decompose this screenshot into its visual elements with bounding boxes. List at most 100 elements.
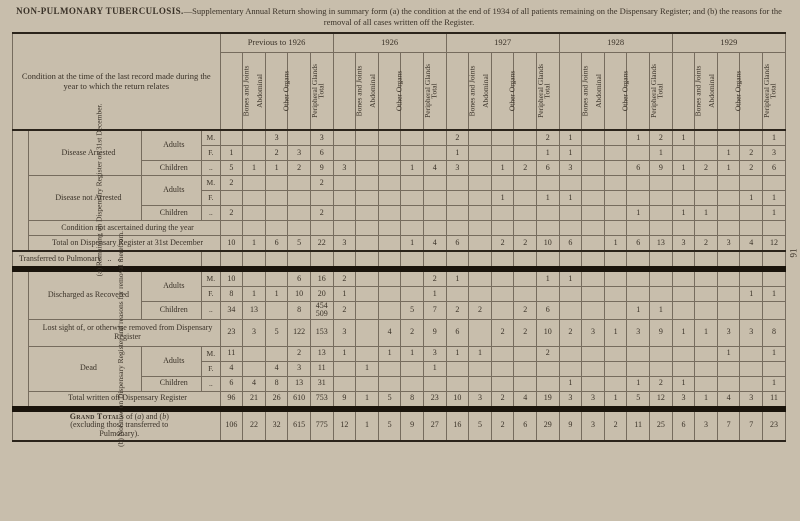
- table-cell: 2: [491, 235, 514, 251]
- table-cell: 3: [627, 319, 650, 346]
- table-cell: [650, 220, 673, 235]
- table-cell: [378, 286, 401, 301]
- table-cell: [650, 205, 673, 220]
- table-cell: [243, 175, 266, 190]
- table-cell: [220, 220, 243, 235]
- table-cell: [378, 145, 401, 160]
- table-cell: [469, 175, 492, 190]
- row-sub: Adults: [142, 175, 202, 205]
- table-cell: [717, 301, 740, 319]
- table-cell: [559, 220, 582, 235]
- table-cell: [695, 286, 718, 301]
- table-cell: [469, 205, 492, 220]
- table-cell: 1: [536, 190, 559, 205]
- table-cell: [717, 361, 740, 376]
- table-cell: [582, 235, 605, 251]
- table-cell: [469, 319, 492, 346]
- subcol-header: Peripheral Glands: [401, 52, 424, 130]
- table-cell: [401, 190, 424, 205]
- table-cell: 11: [310, 361, 333, 376]
- row-sub: Children: [142, 160, 202, 175]
- table-cell: [582, 301, 605, 319]
- table-cell: [695, 361, 718, 376]
- table-cell: [288, 220, 311, 235]
- table-cell: 1: [401, 160, 424, 175]
- table-cell: [243, 346, 266, 361]
- table-cell: 34: [220, 301, 243, 319]
- table-cell: [695, 190, 718, 205]
- table-cell: 2: [650, 130, 673, 146]
- table-cell: [491, 361, 514, 376]
- table-cell: [717, 175, 740, 190]
- table-cell: 96: [220, 391, 243, 407]
- table-cell: 21: [243, 391, 266, 407]
- table-cell: 9: [333, 391, 356, 407]
- table-cell: [740, 376, 763, 391]
- table-cell: [469, 130, 492, 146]
- table-cell: [333, 175, 356, 190]
- year-header: 1928: [559, 33, 672, 53]
- table-cell: 8: [401, 391, 424, 407]
- table-cell: [582, 190, 605, 205]
- table-cell: 1: [672, 376, 695, 391]
- table-cell: 3: [582, 410, 605, 441]
- table-cell: 1: [763, 376, 786, 391]
- table-cell: 1: [695, 391, 718, 407]
- table-cell: 1: [536, 145, 559, 160]
- sex-cell: ..: [202, 376, 221, 391]
- subcol-header: Other Organs: [604, 52, 627, 130]
- table-cell: [491, 205, 514, 220]
- table-cell: [559, 251, 582, 268]
- table-cell: [514, 270, 537, 286]
- table-cell: [672, 346, 695, 361]
- table-cell: [491, 376, 514, 391]
- subcol-header: Bones and Joints: [559, 52, 582, 130]
- table-cell: 1: [627, 376, 650, 391]
- table-cell: 6: [220, 376, 243, 391]
- table-cell: [740, 130, 763, 146]
- table-cell: [672, 190, 695, 205]
- table-cell: [333, 130, 356, 146]
- sex-cell: ..: [202, 301, 221, 319]
- table-cell: [356, 160, 379, 175]
- table-cell: 4: [740, 235, 763, 251]
- page-number: 91: [789, 249, 799, 258]
- table-cell: 3: [310, 130, 333, 146]
- table-cell: 10: [536, 319, 559, 346]
- table-cell: [582, 361, 605, 376]
- table-cell: [423, 130, 446, 146]
- table-cell: [740, 175, 763, 190]
- table-cell: 2: [536, 130, 559, 146]
- table-cell: 13: [288, 376, 311, 391]
- row-sub: Children: [142, 205, 202, 220]
- table-cell: [310, 220, 333, 235]
- table-cell: 1: [333, 286, 356, 301]
- table-cell: [717, 286, 740, 301]
- table-cell: [604, 361, 627, 376]
- table-cell: 31: [310, 376, 333, 391]
- table-cell: 4: [423, 160, 446, 175]
- table-cell: [672, 301, 695, 319]
- table-cell: [491, 251, 514, 268]
- sex-cell: F.: [202, 286, 221, 301]
- table-cell: 9: [401, 410, 424, 441]
- table-cell: [559, 346, 582, 361]
- table-cell: 10: [220, 270, 243, 286]
- table-cell: 3: [559, 391, 582, 407]
- table-cell: 2: [333, 270, 356, 286]
- row-sub: Children: [142, 301, 202, 319]
- table-cell: 11: [627, 410, 650, 441]
- table-cell: [265, 190, 288, 205]
- table-cell: 2: [514, 319, 537, 346]
- table-cell: 1: [740, 190, 763, 205]
- section-a-label: (a) Remaining on Dispensary Register on …: [13, 130, 29, 251]
- table-cell: [672, 251, 695, 268]
- table-cell: [265, 346, 288, 361]
- table-cell: [378, 190, 401, 205]
- table-cell: 2: [604, 410, 627, 441]
- table-cell: [582, 175, 605, 190]
- table-cell: [243, 190, 266, 205]
- row-group: Disease Arrested: [29, 130, 142, 176]
- table-cell: 1: [423, 361, 446, 376]
- table-cell: [740, 346, 763, 361]
